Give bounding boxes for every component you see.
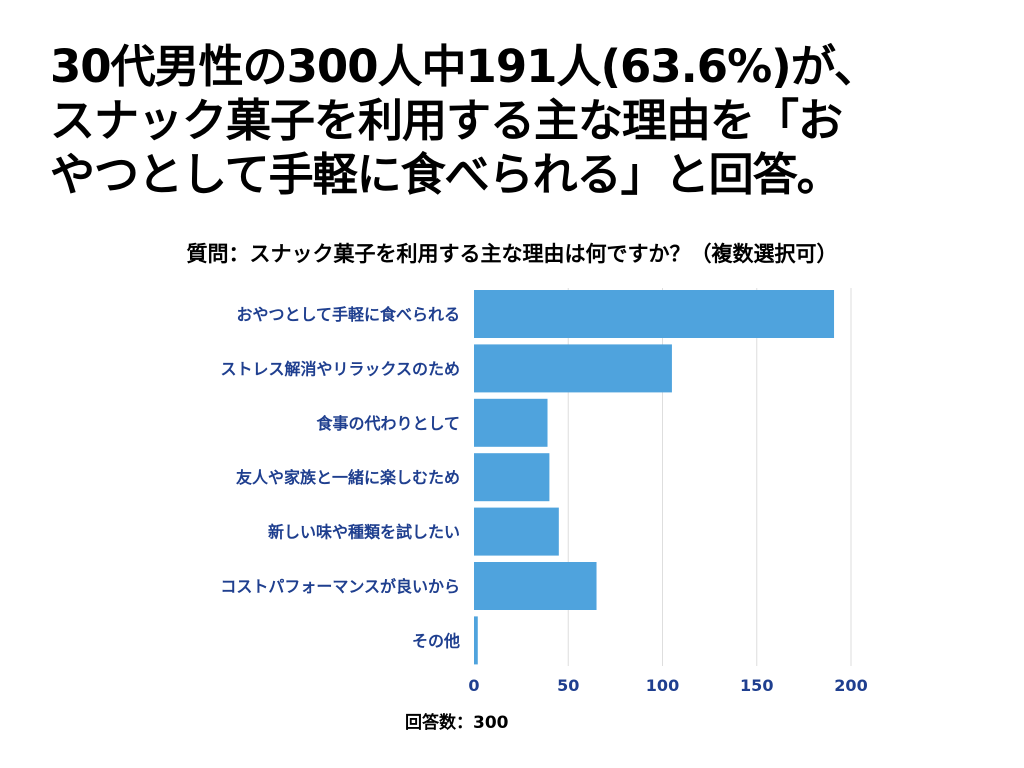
- x-axis-tick-labels: 0 50 100 150 200: [468, 676, 867, 695]
- category-label: 新しい味や種類を試したい: [268, 523, 460, 542]
- x-tick-label: 200: [834, 676, 867, 695]
- bar: [474, 507, 559, 556]
- response-count: 回答数：300: [405, 713, 509, 733]
- x-tick-label: 50: [557, 676, 579, 695]
- bar: [474, 616, 478, 665]
- headline-line-3: やつとして手軽に食べられる」と回答。: [50, 148, 842, 201]
- x-tick-label: 150: [740, 676, 773, 695]
- x-tick-label: 100: [646, 676, 679, 695]
- category-label: その他: [412, 631, 460, 650]
- bars: [474, 290, 835, 665]
- chart-title: 質問：スナック菓子を利用する主な理由は何ですか？（複数選択可）: [186, 242, 838, 266]
- x-tick-label: 0: [468, 676, 479, 695]
- category-labels: おやつとして手軽に食べられるストレス解消やリラックスのため食事の代わりとして友人…: [220, 305, 460, 650]
- category-label: おやつとして手軽に食べられる: [236, 305, 460, 324]
- bar: [474, 290, 835, 338]
- category-label: コストパフォーマンスが良いから: [220, 577, 460, 596]
- headline: 30代男性の300人中191人(63.6%)が、 スナック菓子を利用する主な理由…: [50, 40, 1000, 202]
- category-label: 食事の代わりとして: [315, 414, 460, 433]
- bar: [474, 398, 548, 447]
- category-label: 友人や家族と一緒に楽しむため: [236, 468, 460, 487]
- bar: [474, 562, 597, 610]
- headline-line-1: 30代男性の300人中191人(63.6%)が、: [50, 40, 879, 93]
- category-label: ストレス解消やリラックスのため: [220, 359, 460, 378]
- bar: [474, 453, 550, 502]
- headline-line-2: スナック菓子を利用する主な理由を「お: [50, 94, 843, 147]
- bar: [474, 344, 672, 393]
